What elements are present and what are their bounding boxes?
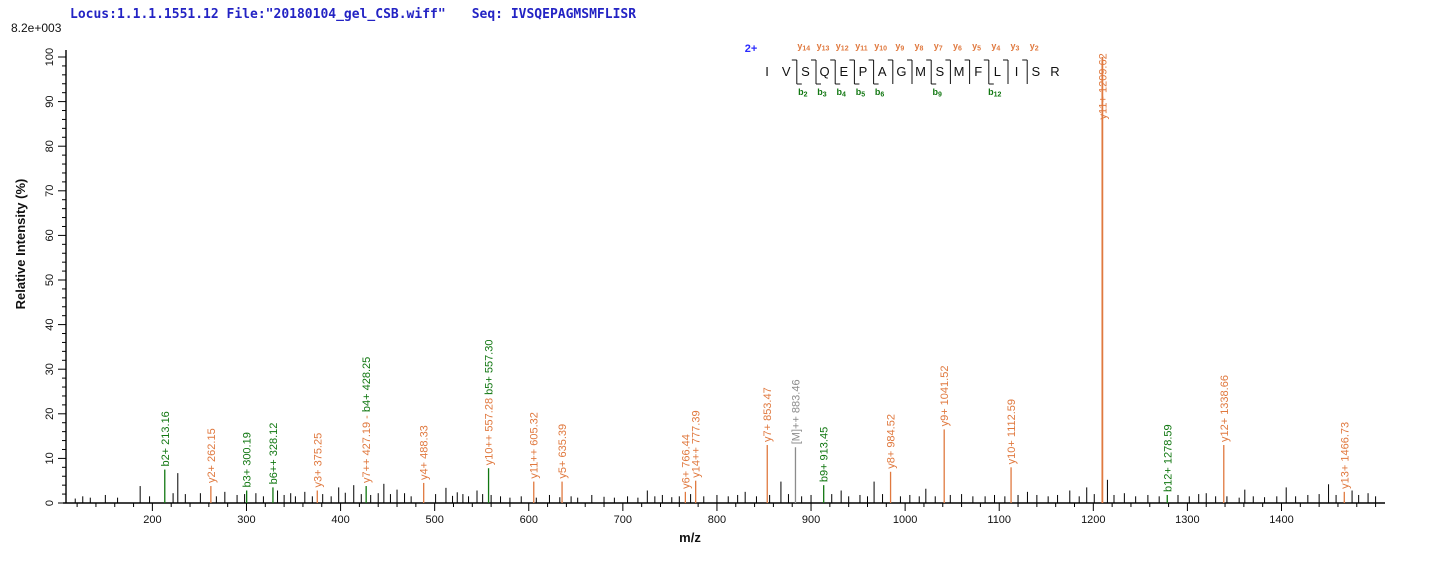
peak-label: b9+ 913.45 xyxy=(819,427,831,482)
x-tick-label: 1200 xyxy=(1081,514,1105,526)
y-tick-label: 0 xyxy=(44,500,56,506)
header-line: Locus:1.1.1.1551.12 File:"20180104_gel_C… xyxy=(70,7,636,22)
peak-label: y5+ 635.39 xyxy=(557,424,569,479)
residue-letter: M xyxy=(954,64,965,79)
x-tick-label: 1400 xyxy=(1269,514,1293,526)
residue-letter: M xyxy=(915,64,926,79)
peak-label: y4+ 488.33 xyxy=(419,425,431,480)
peak-label: [M]++ 883.46 xyxy=(790,379,802,444)
y-ion-label: y10 xyxy=(874,41,887,53)
x-axis-ticks: 200 300 400 500 600 700 800 900 1000 1100 1200 1300… xyxy=(76,503,1377,526)
y-tick-label: 90 xyxy=(44,95,56,107)
peak-label: y10++ 557.28 b5+ 557.30 xyxy=(484,339,496,465)
y-tick-label: 30 xyxy=(44,363,56,375)
residue-letter: E xyxy=(839,64,848,79)
y-ion-label: y9 xyxy=(895,41,904,53)
locus-file-text: Locus:1.1.1.1551.12 File:"20180104_gel_C… xyxy=(70,7,446,22)
residue-letter: G xyxy=(896,64,906,79)
peak-label: y13+ 1466.73 xyxy=(1339,422,1351,489)
peak-label: b3+ 300.19 xyxy=(242,432,254,487)
y-axis-ticks: 0 10 20 30 40 50 60 70 80 90 100 xyxy=(44,48,66,506)
y-ion-label: y5 xyxy=(972,41,981,53)
residue-letter: L xyxy=(994,64,1001,79)
peak-label: y7++ 427.19 - b4+ 428.25 xyxy=(361,357,373,483)
y-ion-label: y4 xyxy=(991,41,1000,53)
residue-letter: I xyxy=(1015,64,1019,79)
peak-label: y11++ 605.32 xyxy=(529,412,541,478)
sequence-text: Seq: IVSQEPAGMSMFLISR xyxy=(471,7,637,22)
y-ion-label: y12 xyxy=(836,41,849,53)
y-ion-label: y13 xyxy=(817,41,830,53)
peak-label: y14++ 777.39 xyxy=(691,410,703,477)
y-ion-label: y7 xyxy=(934,41,943,53)
annotated-peaks: b2+ 213.16 y2+ 262.15 b3+ 300.19 b6++ 328.1… xyxy=(160,53,1351,503)
axes xyxy=(63,50,1385,504)
peak-label: y11+ 1209.62 xyxy=(1097,53,1109,119)
y-tick-label: 20 xyxy=(44,408,56,420)
x-tick-label: 300 xyxy=(237,514,255,526)
residue-letter: P xyxy=(859,64,868,79)
y-tick-label: 50 xyxy=(44,274,56,286)
residue-letter: V xyxy=(782,64,791,79)
x-axis-title: m/z xyxy=(679,530,701,545)
peak-label: y10+ 1112.59 xyxy=(1006,399,1018,464)
peak-label: y12+ 1338.66 xyxy=(1219,375,1231,442)
peak-label: y2+ 262.15 xyxy=(206,428,218,483)
precursor-charge: 2+ xyxy=(745,43,758,55)
x-tick-label: 900 xyxy=(802,514,820,526)
x-tick-label: 600 xyxy=(520,514,538,526)
peak-label: y6+ 766.44 xyxy=(680,434,692,489)
residue-letter: S xyxy=(801,64,810,79)
peak-label: y8+ 984.52 xyxy=(886,414,898,469)
y-ion-label: y8 xyxy=(915,41,924,53)
residue-letter: A xyxy=(878,64,887,79)
y-tick-label: 10 xyxy=(44,452,56,464)
residue-letter: S xyxy=(1031,64,1040,79)
y-tick-label: 80 xyxy=(44,140,56,152)
residue-letter: F xyxy=(974,64,982,79)
y-ion-label: y2 xyxy=(1030,41,1039,53)
peak-label: y7+ 853.47 xyxy=(762,387,774,442)
b-ion-label: b3 xyxy=(817,87,827,99)
residue-letter: I xyxy=(765,64,769,79)
b-ion-label: b9 xyxy=(932,87,942,99)
y-ion-label: y3 xyxy=(1011,41,1020,53)
b-ion-label: b5 xyxy=(856,87,866,99)
x-tick-label: 1000 xyxy=(893,514,917,526)
max-intensity-label: 8.2e+003 xyxy=(11,21,62,35)
y-ion-label: y14 xyxy=(797,41,810,53)
y-ion-label: y6 xyxy=(953,41,962,53)
y-tick-label: 100 xyxy=(44,48,56,66)
peak-label: b12+ 1278.59 xyxy=(1162,424,1174,492)
sequence-ladder: 2+I V S Q E P A G M S M F L I S Ry14b2y13b3y12b4y11b5y1… xyxy=(745,41,1060,99)
peak-label: b6++ 328.12 xyxy=(268,423,280,485)
x-tick-label: 400 xyxy=(331,514,349,526)
x-tick-label: 700 xyxy=(614,514,632,526)
x-tick-label: 800 xyxy=(708,514,726,526)
x-tick-label: 1100 xyxy=(987,514,1011,526)
residue-letter: S xyxy=(935,64,944,79)
b-ion-label: b4 xyxy=(836,87,846,99)
b-ion-label: b12 xyxy=(988,87,1001,99)
x-tick-label: 200 xyxy=(143,514,161,526)
peak-label: y9+ 1041.52 xyxy=(939,366,951,427)
peak-label: b2+ 213.16 xyxy=(160,411,172,466)
noise-peaks xyxy=(74,473,1377,503)
x-tick-label: 500 xyxy=(425,514,443,526)
b-ion-label: b2 xyxy=(798,87,808,99)
b-ion-label: b6 xyxy=(875,87,885,99)
y-tick-label: 70 xyxy=(44,185,56,197)
y-tick-label: 60 xyxy=(44,229,56,241)
y-tick-label: 40 xyxy=(44,318,56,330)
residue-letter: R xyxy=(1050,64,1059,79)
x-tick-label: 1300 xyxy=(1175,514,1199,526)
residue-letter: Q xyxy=(820,64,830,79)
peak-label: y3+ 375.25 xyxy=(312,433,324,488)
y-ion-label: y11 xyxy=(855,41,868,53)
